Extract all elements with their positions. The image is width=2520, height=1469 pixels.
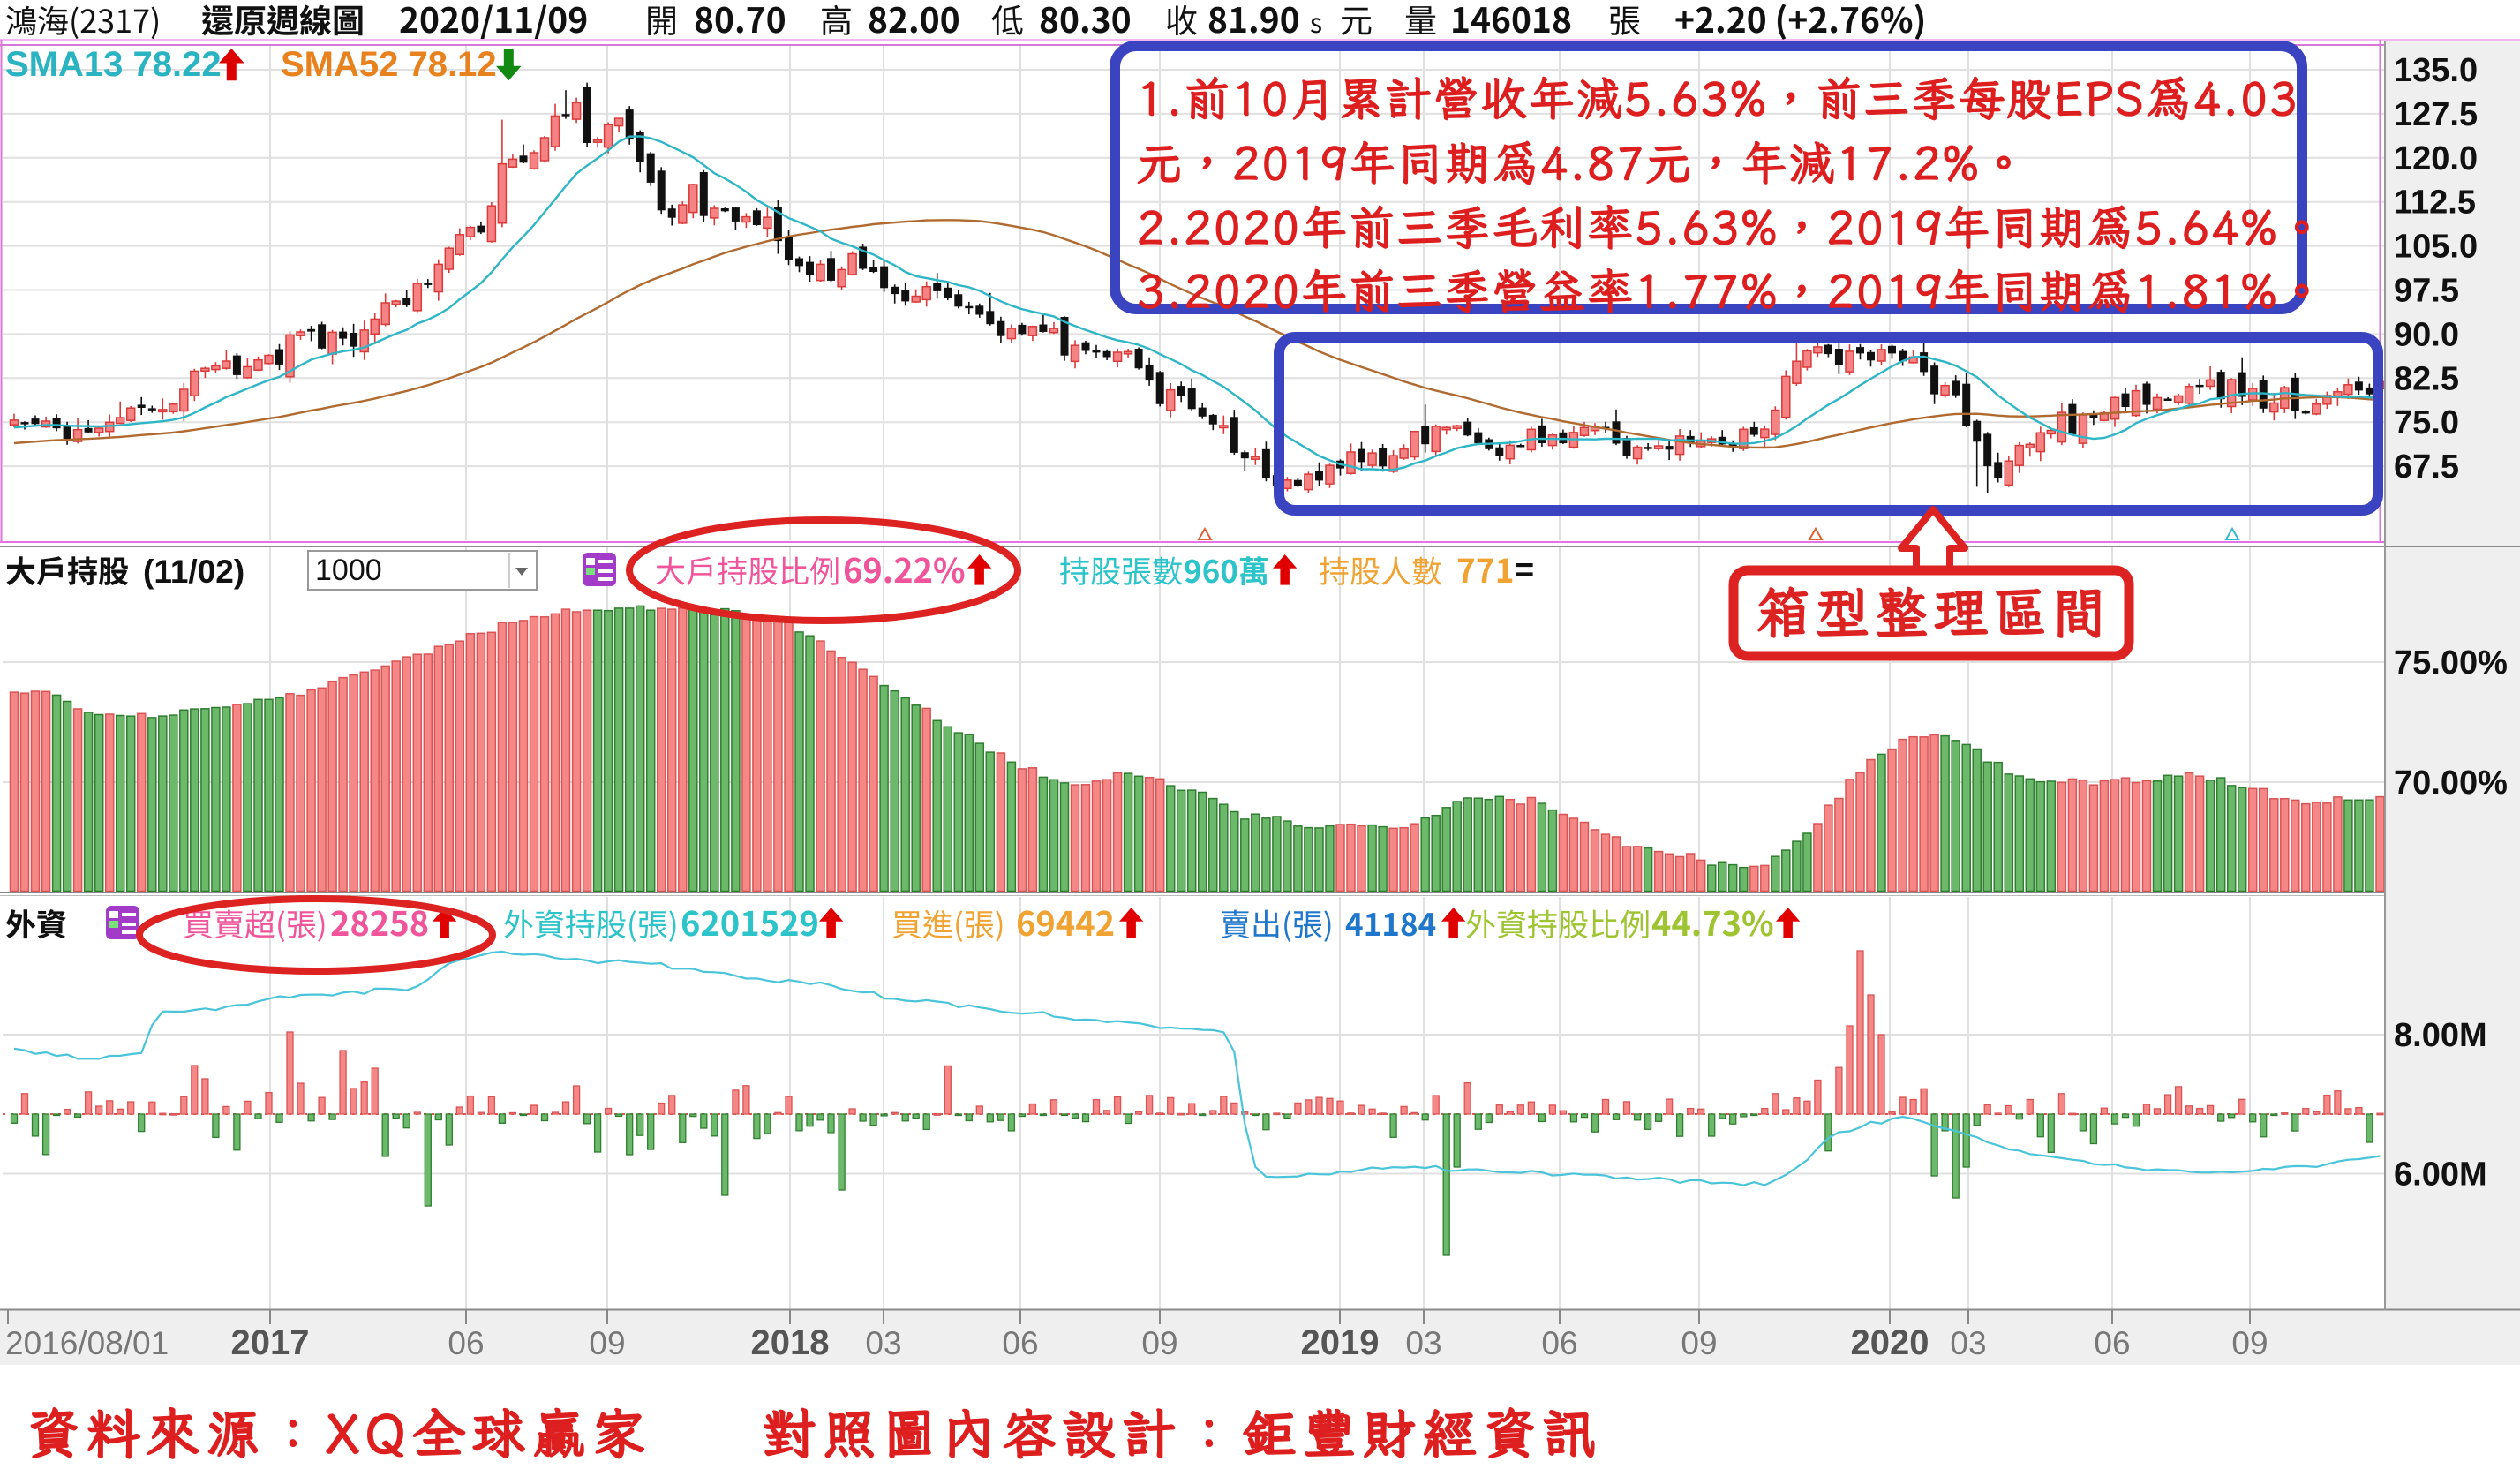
svg-text:09: 09 — [2231, 1325, 2268, 1361]
svg-text:2017: 2017 — [231, 1323, 310, 1362]
svg-text:67.5: 67.5 — [2394, 448, 2459, 486]
svg-text:2020: 2020 — [1851, 1323, 1929, 1362]
svg-text:2016/08/01: 2016/08/01 — [5, 1325, 169, 1361]
svg-text:75.00%: 75.00% — [2394, 644, 2508, 682]
svg-text:(11/02): (11/02) — [143, 554, 244, 590]
svg-text:SMA52 78.12: SMA52 78.12 — [281, 45, 497, 84]
svg-text:=: = — [1515, 552, 1534, 589]
svg-text:82.5: 82.5 — [2394, 360, 2459, 397]
svg-text:75.0: 75.0 — [2394, 404, 2459, 441]
svg-text:8.00M: 8.00M — [2394, 1017, 2487, 1054]
svg-text:70.00%: 70.00% — [2394, 765, 2508, 802]
svg-text:120.0: 120.0 — [2394, 140, 2478, 177]
svg-text:09: 09 — [589, 1325, 625, 1361]
svg-text:03: 03 — [1405, 1325, 1441, 1361]
svg-text:2019: 2019 — [1301, 1323, 1380, 1362]
svg-text:1000: 1000 — [315, 554, 382, 587]
svg-text:135.0: 135.0 — [2394, 52, 2478, 89]
svg-text:6.00M: 6.00M — [2394, 1156, 2487, 1194]
svg-text:SMA13 78.22: SMA13 78.22 — [5, 45, 222, 84]
svg-text:03: 03 — [1950, 1325, 1986, 1361]
svg-text:90.0: 90.0 — [2394, 316, 2459, 353]
svg-text:06: 06 — [2094, 1325, 2130, 1361]
svg-text:105.0: 105.0 — [2394, 229, 2478, 266]
svg-text:06: 06 — [448, 1325, 484, 1361]
svg-text:06: 06 — [1002, 1325, 1038, 1361]
svg-text:09: 09 — [1141, 1325, 1177, 1361]
svg-text:09: 09 — [1681, 1325, 1717, 1361]
svg-text:06: 06 — [1541, 1325, 1577, 1361]
svg-text:03: 03 — [865, 1325, 901, 1361]
svg-text:112.5: 112.5 — [2394, 185, 2476, 222]
svg-text:127.5: 127.5 — [2394, 96, 2478, 133]
svg-text:97.5: 97.5 — [2394, 273, 2459, 310]
svg-text:2018: 2018 — [751, 1323, 830, 1362]
